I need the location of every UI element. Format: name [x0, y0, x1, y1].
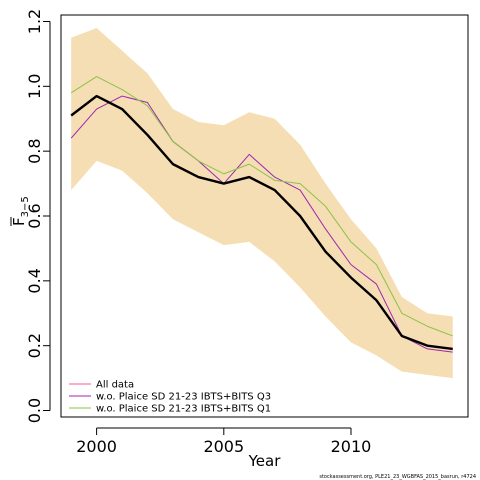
- y-tick-label: 0.0: [25, 398, 44, 423]
- series-line-3: [70, 76, 453, 337]
- x-tick-label: 2000: [76, 437, 117, 456]
- confidence-band-layer: [71, 27, 453, 379]
- plot-frame: [60, 14, 469, 418]
- y-tick-label: 0.2: [25, 333, 44, 358]
- x-axis-title: Year: [248, 452, 282, 470]
- y-tick-label: 1.2: [25, 9, 44, 34]
- legend-label: w.o. Plaice SD 21-23 IBTS+BITS Q1: [96, 404, 271, 415]
- series-line-2: [70, 95, 453, 353]
- x-tick-label: 2010: [331, 437, 372, 456]
- y-axis-title-text: F3−5: [10, 196, 31, 226]
- y-axis: 0.0 0.2 0.4 0.6 0.8 1.0 1.2: [25, 9, 51, 423]
- y-axis-title: F3−5: [10, 196, 31, 226]
- y-tick-label: 1.0: [25, 74, 44, 99]
- y-tick-label: 0.8: [25, 138, 44, 163]
- y-axis-title-subscript: 3−5: [20, 196, 31, 217]
- series-line-1: [70, 94, 453, 351]
- x-tick-label: 2005: [203, 437, 244, 456]
- legend-label: All data: [96, 380, 134, 391]
- y-tick-label: 0.4: [25, 268, 44, 293]
- series-layer: [70, 76, 453, 353]
- y-tick-label: 0.6: [25, 203, 44, 228]
- legend-label: w.o. Plaice SD 21-23 IBTS+BITS Q3: [96, 392, 271, 403]
- y-axis-title-main: F: [10, 217, 28, 226]
- x-axis: 2000 2005 2010: [76, 427, 372, 456]
- confidence-band: [71, 27, 453, 379]
- footnote: stockassessment.org, PLE21_23_WGBFAS_201…: [319, 474, 476, 480]
- y-axis-title-group: F3−5: [10, 196, 31, 226]
